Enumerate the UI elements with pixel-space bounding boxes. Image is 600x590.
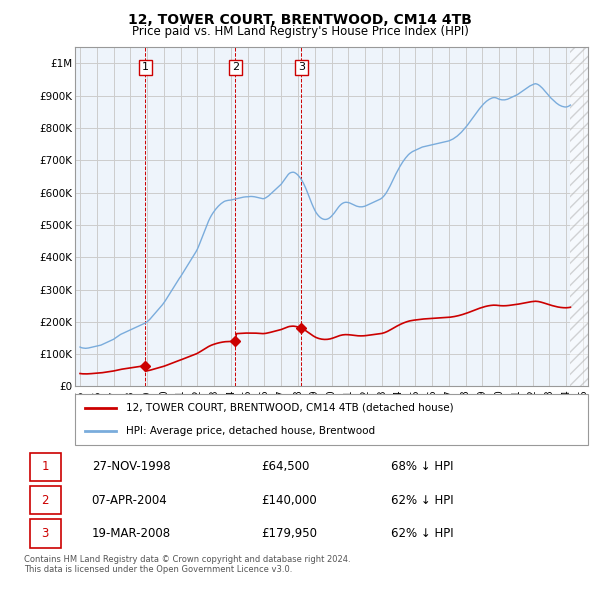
Text: 1: 1 bbox=[142, 63, 149, 73]
Text: 12, TOWER COURT, BRENTWOOD, CM14 4TB (detached house): 12, TOWER COURT, BRENTWOOD, CM14 4TB (de… bbox=[127, 402, 454, 412]
Text: This data is licensed under the Open Government Licence v3.0.: This data is licensed under the Open Gov… bbox=[24, 565, 292, 574]
Text: 3: 3 bbox=[298, 63, 305, 73]
Text: 2: 2 bbox=[232, 63, 239, 73]
Bar bbox=[29, 519, 61, 548]
Text: 27-NOV-1998: 27-NOV-1998 bbox=[92, 460, 170, 474]
Bar bbox=[571, 47, 588, 386]
Text: £140,000: £140,000 bbox=[261, 493, 317, 507]
Text: 19-MAR-2008: 19-MAR-2008 bbox=[92, 526, 171, 540]
Text: 62% ↓ HPI: 62% ↓ HPI bbox=[391, 493, 453, 507]
Text: 3: 3 bbox=[41, 526, 49, 540]
Text: 2: 2 bbox=[41, 493, 49, 507]
Bar bbox=[29, 453, 61, 481]
Text: 1: 1 bbox=[41, 460, 49, 474]
Text: 68% ↓ HPI: 68% ↓ HPI bbox=[391, 460, 453, 474]
Bar bbox=[29, 486, 61, 514]
Text: Price paid vs. HM Land Registry's House Price Index (HPI): Price paid vs. HM Land Registry's House … bbox=[131, 25, 469, 38]
Text: 12, TOWER COURT, BRENTWOOD, CM14 4TB: 12, TOWER COURT, BRENTWOOD, CM14 4TB bbox=[128, 13, 472, 27]
Text: Contains HM Land Registry data © Crown copyright and database right 2024.: Contains HM Land Registry data © Crown c… bbox=[24, 555, 350, 563]
FancyBboxPatch shape bbox=[75, 394, 588, 445]
Text: 62% ↓ HPI: 62% ↓ HPI bbox=[391, 526, 453, 540]
Text: HPI: Average price, detached house, Brentwood: HPI: Average price, detached house, Bren… bbox=[127, 427, 376, 437]
Text: £179,950: £179,950 bbox=[261, 526, 317, 540]
Text: 07-APR-2004: 07-APR-2004 bbox=[92, 493, 167, 507]
Text: £64,500: £64,500 bbox=[261, 460, 309, 474]
